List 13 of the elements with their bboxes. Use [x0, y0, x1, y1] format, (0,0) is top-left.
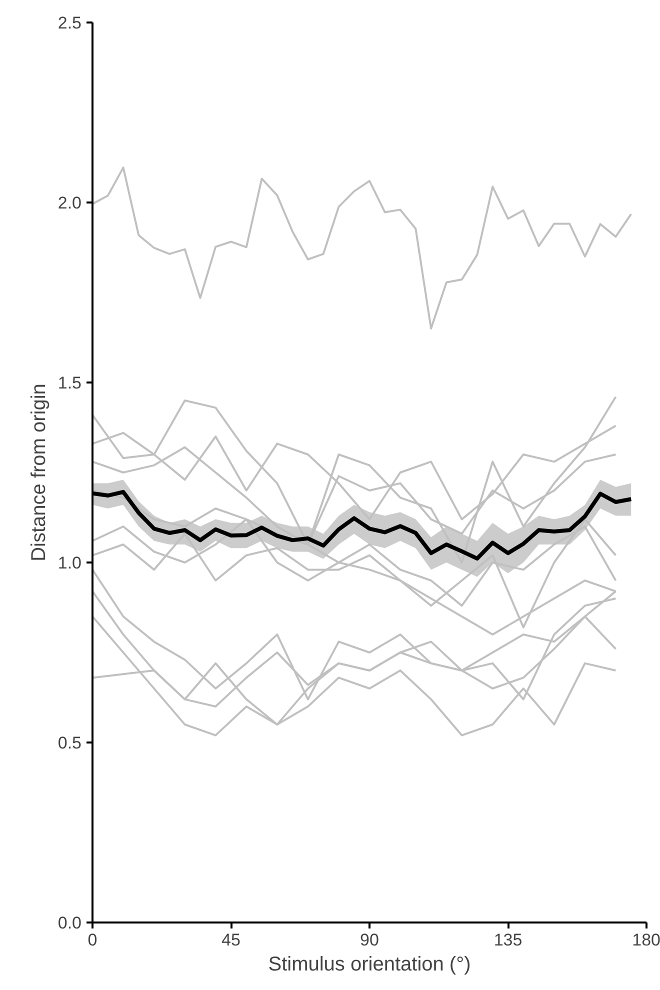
x-tick-label: 90: [360, 930, 379, 950]
y-tick-label: 2.0: [58, 194, 82, 212]
y-axis-title: Distance from origin: [28, 384, 50, 562]
x-tick-label: 180: [632, 930, 660, 950]
y-tick-label: 1.5: [58, 374, 82, 392]
y-tick-label: 2.5: [58, 14, 82, 32]
x-tick-label: 45: [222, 930, 240, 950]
y-tick-label: 0.5: [58, 734, 82, 752]
y-tick-label: 0.0: [58, 914, 82, 932]
x-tick-label: 135: [494, 930, 522, 950]
y-tick-label: 1.0: [58, 554, 82, 572]
x-axis-title: Stimulus orientation (°): [268, 954, 471, 976]
x-tick-label: 0: [88, 930, 98, 950]
